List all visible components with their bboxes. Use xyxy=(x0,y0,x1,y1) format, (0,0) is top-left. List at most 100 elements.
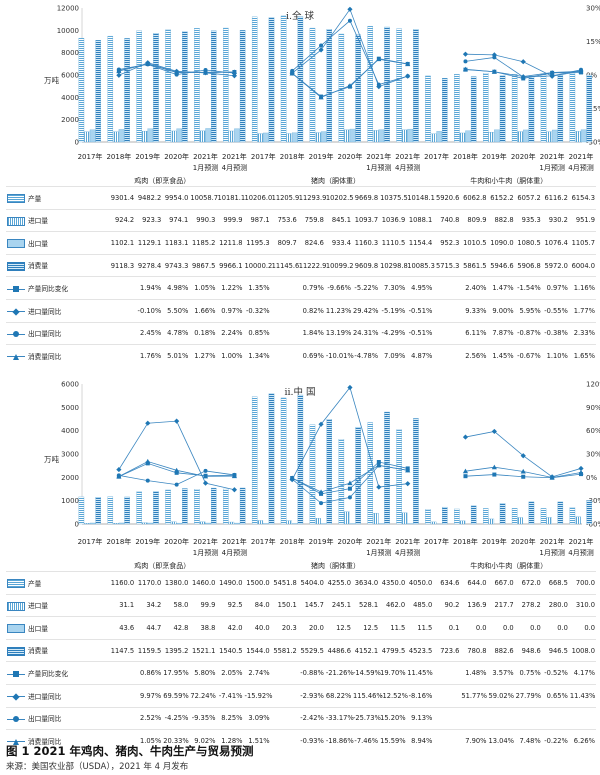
line-consumption-yoy xyxy=(291,58,408,98)
table-cell: 0.97% xyxy=(541,276,569,300)
bar-production xyxy=(309,27,316,143)
x-tick-label: 2021年 xyxy=(539,153,565,161)
table-row: 进口量同比 9.97% 69.59% 72.24% -7.41% -15.92% -2.93… xyxy=(6,683,596,708)
table-cell: 1.27% xyxy=(189,344,217,367)
table-cell: 1010.5 xyxy=(460,231,488,255)
x-tick-label: 2020年 xyxy=(337,538,363,546)
table-cell: 6004.0 xyxy=(568,253,596,277)
table-cell xyxy=(108,298,136,323)
table-cell: 0.69% xyxy=(297,344,325,367)
marker-consumption-yoy xyxy=(491,464,497,470)
marker-export-yoy xyxy=(376,82,381,87)
legend-entry: 消费量 xyxy=(6,253,108,277)
table-cell: 882.6 xyxy=(487,638,515,662)
y2-tick-label: -30% xyxy=(586,139,600,147)
bar-consumption xyxy=(355,34,361,143)
table-cell: -0.32% xyxy=(243,298,271,323)
table-cell: 9743.3 xyxy=(162,253,190,277)
table-cell: 72.24% xyxy=(189,683,217,708)
table-cell: 4486.6 xyxy=(324,638,352,662)
bar-production xyxy=(396,28,402,143)
table-cell: 1.22% xyxy=(216,276,244,300)
marker-import-yoy xyxy=(347,6,353,12)
y-tick-label: 4000 xyxy=(61,427,79,435)
table-cell: 1185.2 xyxy=(189,231,217,255)
table-cell: 974.1 xyxy=(162,208,190,232)
table-cell: 1.34% xyxy=(243,344,271,367)
table-cell: 4.98% xyxy=(162,276,190,300)
table-cell xyxy=(270,298,298,323)
x-tick-label: 2019年 xyxy=(135,153,161,161)
table-row: 消费量 9118.3 9278.4 9743.3 9867.5 9966.1 10000.2… xyxy=(6,253,596,277)
legend-swatch xyxy=(7,194,25,204)
marker-import-yoy xyxy=(462,51,469,57)
legend-swatch xyxy=(7,353,25,361)
bar-import xyxy=(84,523,90,525)
legend-label: 产量同比变化 xyxy=(28,285,69,294)
table-row: 出口量 43.6 44.7 42.8 38.8 42.0 40.0 20.3 20.0 12.5 1… xyxy=(6,616,596,640)
marker-consumption-yoy xyxy=(549,69,555,75)
table-cell: 1076.4 xyxy=(541,231,569,255)
table-cell: 933.4 xyxy=(324,231,352,255)
table-cell: 42.8 xyxy=(162,616,190,640)
table-cell: 5920.6 xyxy=(433,186,461,210)
table-cell: 824.6 xyxy=(297,231,325,255)
table-cell: 1170.0 xyxy=(135,571,163,595)
table-cell: 1183.1 xyxy=(162,231,190,255)
table-cell: 990.3 xyxy=(189,208,217,232)
table-cell: 99.9 xyxy=(189,593,217,617)
x-tick-label: 2021年 xyxy=(568,538,594,546)
y2-tick-label: -30% xyxy=(586,497,600,505)
legend-swatch xyxy=(7,239,25,249)
marker-import-yoy xyxy=(376,484,382,490)
x-tick-label: 2021年 xyxy=(221,538,247,546)
marker-consumption-yoy xyxy=(145,458,151,464)
legend-entry: 进口量 xyxy=(6,593,108,617)
table-cell: 5.01% xyxy=(162,344,190,367)
table-cell: 11205.9 xyxy=(270,186,299,210)
x-tick-label: 2018年 xyxy=(106,538,132,546)
marker-consumption-yoy xyxy=(231,473,238,479)
table-cell: 3.57% xyxy=(487,661,515,685)
table-cell: 672.0 xyxy=(514,571,542,595)
legend-entry: 出口量 xyxy=(6,616,108,640)
table-cell: -25.73% xyxy=(351,706,381,730)
x-tick-label: 2017年 xyxy=(77,538,103,546)
table-cell: 1490.0 xyxy=(216,571,244,595)
marker-consumption-yoy xyxy=(405,61,411,67)
table-cell: 9118.3 xyxy=(108,253,136,277)
table-cell: -18.86% xyxy=(324,729,354,752)
marker-consumption-yoy xyxy=(549,474,555,480)
table-cell: 1093.7 xyxy=(351,208,380,232)
table-cell: 5861.5 xyxy=(460,253,488,277)
legend-entry: 产量同比变化 xyxy=(6,276,108,300)
marker-export-yoy xyxy=(492,55,497,60)
bar-production xyxy=(483,73,489,143)
marker-import-yoy xyxy=(231,487,238,493)
x-tick-label: 2018年 xyxy=(106,153,132,161)
x-tick-label: 2019年 xyxy=(481,153,507,161)
table-cell: 1154.4 xyxy=(406,231,434,255)
y-tick-label: 6000 xyxy=(61,72,79,80)
x-tick-label: 2021年 xyxy=(366,153,392,161)
table-cell: 20.0 xyxy=(297,616,325,640)
table-cell: 780.8 xyxy=(460,638,488,662)
x-tick-label: 2017年 xyxy=(77,153,103,161)
data-table-china: 产量 1160.0 1170.0 1380.0 1460.0 1490.0 1500.0 54… xyxy=(6,571,596,752)
table-cell xyxy=(487,706,515,730)
bar-import xyxy=(430,521,437,525)
marker-consumption-yoy xyxy=(520,73,526,79)
table-cell xyxy=(433,683,461,708)
line-export-yoy xyxy=(291,20,408,86)
table-row: 产量 1160.0 1170.0 1380.0 1460.0 1490.0 1500.0 54… xyxy=(6,571,596,595)
legend-entry: 产量同比变化 xyxy=(6,661,108,685)
bar-consumption xyxy=(268,17,275,143)
table-cell: 10085.3 xyxy=(406,253,435,277)
bar-export xyxy=(407,128,414,143)
table-cell: -0.51% xyxy=(406,298,434,323)
bar-consumption xyxy=(95,497,101,525)
x-tick-sublabel: 4月预测 xyxy=(394,164,421,172)
legend-label: 出口量 xyxy=(28,239,49,248)
bar-consumption xyxy=(297,394,304,525)
table-cell: 11.43% xyxy=(568,683,596,708)
